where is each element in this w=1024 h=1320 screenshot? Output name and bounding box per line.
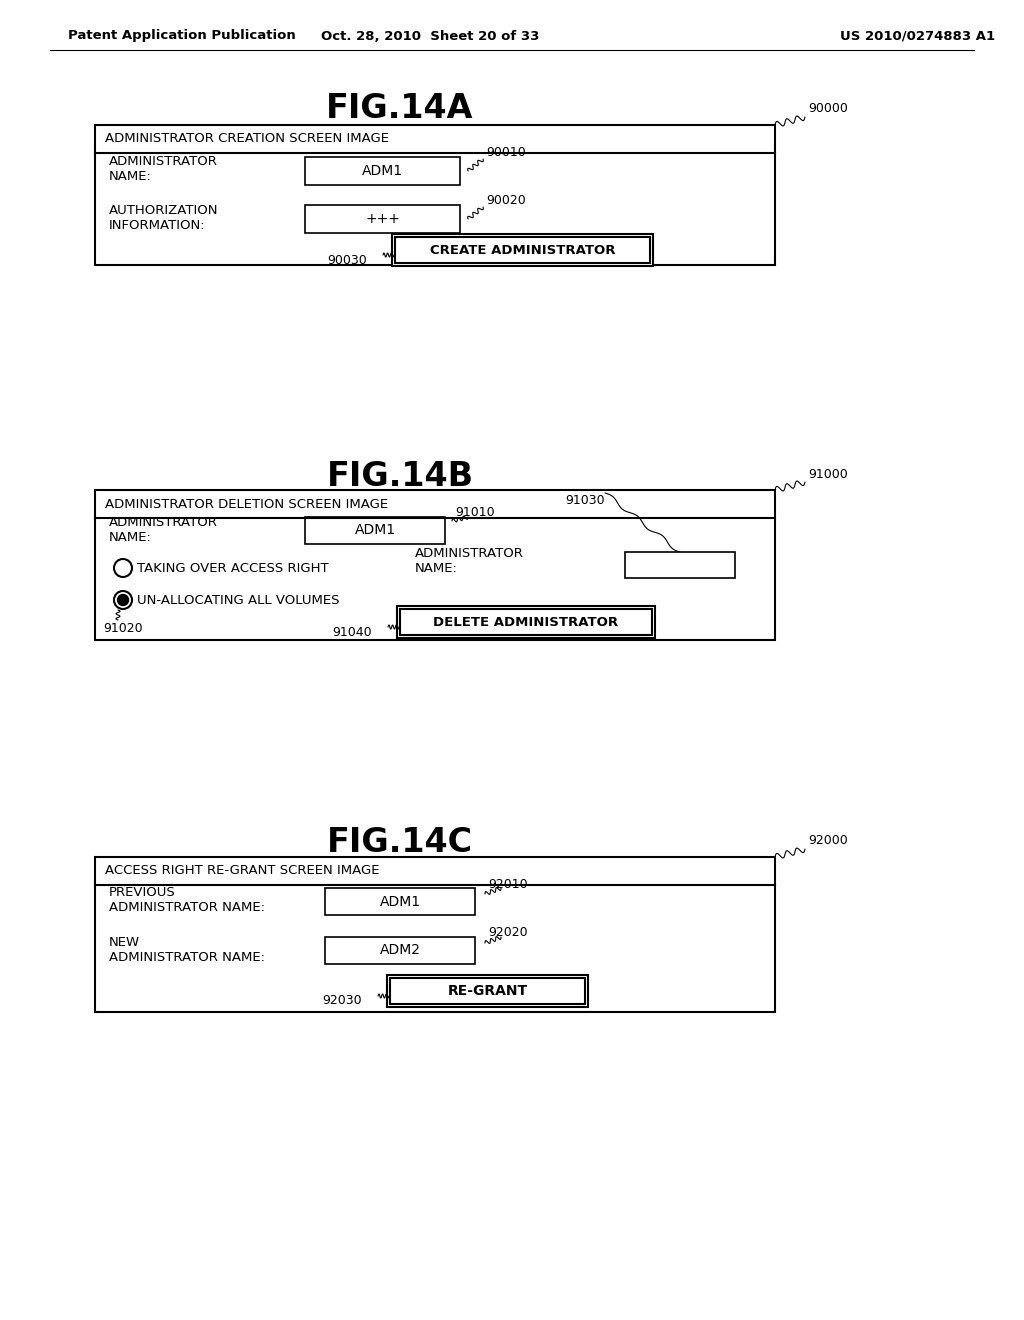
Text: CREATE ADMINISTRATOR: CREATE ADMINISTRATOR — [430, 243, 615, 256]
Text: +++: +++ — [366, 213, 400, 226]
Text: 91040: 91040 — [332, 626, 372, 639]
Bar — [392, 234, 653, 267]
Text: 91020: 91020 — [103, 622, 142, 635]
Bar — [95, 490, 775, 640]
Text: ADM1: ADM1 — [361, 164, 403, 178]
Bar — [305, 205, 460, 234]
Text: ADM1: ADM1 — [354, 524, 395, 537]
Bar — [95, 857, 775, 1012]
Circle shape — [118, 594, 128, 606]
Text: AUTHORIZATION
INFORMATION:: AUTHORIZATION INFORMATION: — [109, 205, 218, 232]
Text: 90000: 90000 — [808, 103, 848, 116]
Text: FIG.14B: FIG.14B — [327, 461, 473, 494]
Text: 92000: 92000 — [808, 834, 848, 847]
Bar — [400, 609, 652, 635]
Bar — [305, 517, 445, 544]
Text: FIG.14C: FIG.14C — [327, 825, 473, 858]
Text: Patent Application Publication: Patent Application Publication — [68, 29, 296, 42]
Text: ADMINISTRATOR
NAME:: ADMINISTRATOR NAME: — [415, 546, 524, 576]
Bar — [397, 606, 655, 638]
Text: 90020: 90020 — [486, 194, 525, 207]
Bar — [395, 238, 650, 263]
Text: 90010: 90010 — [486, 147, 525, 160]
Text: ADMINISTRATOR
NAME:: ADMINISTRATOR NAME: — [109, 516, 218, 544]
Text: NEW
ADMINISTRATOR NAME:: NEW ADMINISTRATOR NAME: — [109, 936, 265, 964]
Text: RE-GRANT: RE-GRANT — [447, 983, 527, 998]
Text: TAKING OVER ACCESS RIGHT: TAKING OVER ACCESS RIGHT — [137, 561, 329, 574]
Bar — [325, 888, 475, 915]
Text: FIG.14A: FIG.14A — [327, 91, 474, 124]
Text: US 2010/0274883 A1: US 2010/0274883 A1 — [840, 29, 995, 42]
Text: 90030: 90030 — [327, 253, 367, 267]
Text: ADMINISTRATOR DELETION SCREEN IMAGE: ADMINISTRATOR DELETION SCREEN IMAGE — [105, 498, 388, 511]
Bar — [387, 975, 588, 1007]
Text: ACCESS RIGHT RE-GRANT SCREEN IMAGE: ACCESS RIGHT RE-GRANT SCREEN IMAGE — [105, 865, 380, 878]
Text: PREVIOUS
ADMINISTRATOR NAME:: PREVIOUS ADMINISTRATOR NAME: — [109, 886, 265, 913]
Text: ADMINISTRATOR CREATION SCREEN IMAGE: ADMINISTRATOR CREATION SCREEN IMAGE — [105, 132, 389, 145]
Bar — [390, 978, 585, 1005]
Text: ADM2: ADM2 — [380, 944, 421, 957]
Text: 92010: 92010 — [488, 878, 527, 891]
Circle shape — [114, 591, 132, 609]
Bar — [305, 157, 460, 185]
Text: 91000: 91000 — [808, 467, 848, 480]
Text: 92020: 92020 — [488, 927, 527, 940]
Text: ADM1: ADM1 — [380, 895, 421, 908]
Text: DELETE ADMINISTRATOR: DELETE ADMINISTRATOR — [433, 615, 618, 628]
Bar — [325, 937, 475, 964]
Text: Oct. 28, 2010  Sheet 20 of 33: Oct. 28, 2010 Sheet 20 of 33 — [321, 29, 540, 42]
Text: 92030: 92030 — [322, 994, 361, 1007]
Bar — [625, 552, 735, 578]
Text: 91030: 91030 — [565, 494, 604, 507]
Text: 91010: 91010 — [455, 506, 495, 519]
Text: UN-ALLOCATING ALL VOLUMES: UN-ALLOCATING ALL VOLUMES — [137, 594, 340, 606]
Bar — [95, 125, 775, 265]
Circle shape — [114, 558, 132, 577]
Text: ADMINISTRATOR
NAME:: ADMINISTRATOR NAME: — [109, 154, 218, 183]
